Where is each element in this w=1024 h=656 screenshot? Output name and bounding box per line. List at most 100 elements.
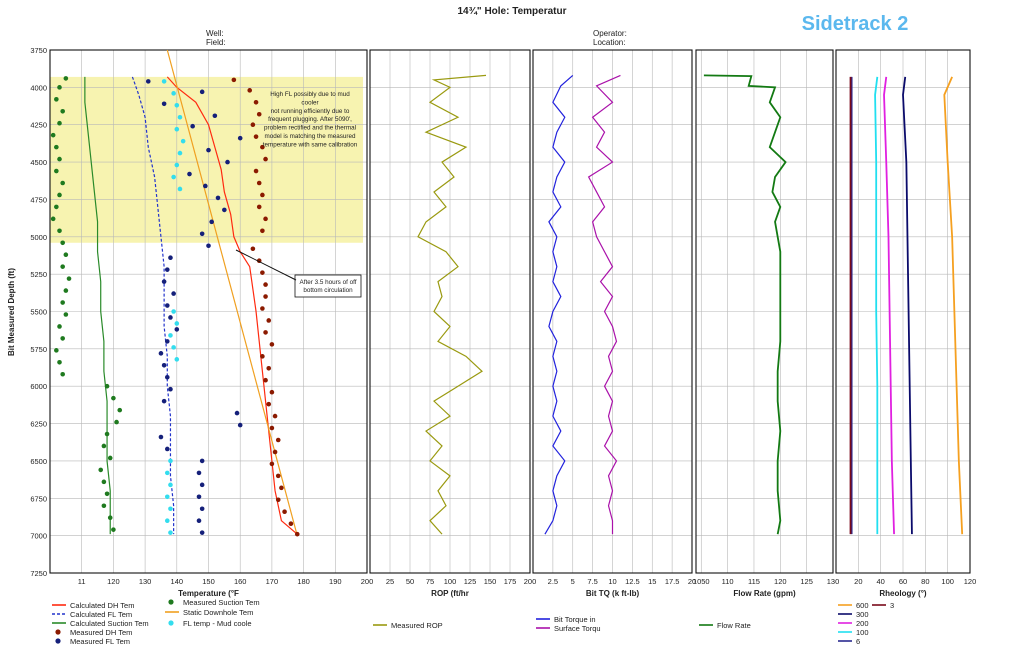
x-tick-label: 130 <box>139 577 152 586</box>
y-tick-label: 6000 <box>30 382 47 391</box>
data-point <box>145 79 151 84</box>
data-point <box>164 267 170 272</box>
y-tick-label: 5250 <box>30 270 47 279</box>
data-point <box>253 134 259 139</box>
data-point <box>177 186 183 192</box>
data-point <box>171 174 176 180</box>
data-point <box>269 461 275 467</box>
highlight-band <box>50 76 363 243</box>
x-tick-label: 25 <box>386 577 394 586</box>
data-point <box>104 491 110 497</box>
y-tick-label: 5500 <box>30 308 47 317</box>
data-point <box>161 79 167 84</box>
data-point <box>60 180 65 186</box>
data-point <box>107 455 113 461</box>
x-tick-label: 190 <box>329 577 342 586</box>
data-point <box>63 252 69 258</box>
data-point <box>54 97 59 102</box>
x-tick-label: 150 <box>202 577 215 586</box>
track-frame <box>835 49 971 574</box>
data-point <box>54 348 59 353</box>
data-point <box>164 339 170 344</box>
sidetrack-label: Sidetrack 2 <box>802 13 909 35</box>
data-point <box>256 204 262 210</box>
x-tick-label: 170 <box>266 577 279 586</box>
x-tick-label: 2.5 <box>548 577 558 586</box>
x-tick-label: 15 <box>648 577 656 586</box>
data-point <box>234 410 240 416</box>
y-tick-label: 6750 <box>30 494 47 503</box>
y-tick-label: 7250 <box>30 569 47 578</box>
data-point <box>250 122 256 128</box>
legend-label: Measured DH Tem <box>70 628 132 637</box>
legend-swatch <box>168 599 174 605</box>
x-tick-label: 140 <box>171 577 184 586</box>
series-line <box>417 74 487 535</box>
data-point <box>206 243 211 249</box>
data-point <box>168 315 173 320</box>
y-tick-label: 6500 <box>30 457 47 466</box>
data-point <box>174 162 180 168</box>
x-tick-label: 75 <box>426 577 434 586</box>
data-point <box>215 195 221 201</box>
field-label: Field: <box>206 38 226 47</box>
data-point <box>206 147 211 153</box>
data-point <box>247 88 253 93</box>
x-tick-label: 100 <box>941 577 954 586</box>
legend-label: Static Downhole Tem <box>183 608 253 617</box>
annotation-text: temperature with same calibration <box>263 141 358 148</box>
data-point <box>260 192 265 198</box>
series-line <box>544 74 574 535</box>
data-point <box>288 521 294 526</box>
data-point <box>54 144 59 150</box>
data-point <box>196 470 202 476</box>
annotation-text: High FL possibly due to mud <box>270 91 350 98</box>
legend-label: Measured FL Tem <box>70 637 130 646</box>
legend-label: 600 <box>856 601 869 610</box>
series-line <box>587 74 621 535</box>
y-tick-label: 3750 <box>30 46 47 55</box>
annotation-text: not running efficiently due to <box>271 108 350 115</box>
data-point <box>66 276 72 281</box>
well-label: Well: <box>206 29 224 38</box>
data-point <box>60 240 65 246</box>
series-line <box>166 49 298 536</box>
data-point <box>171 291 176 296</box>
x-tick-label: 40 <box>876 577 884 586</box>
series-line <box>84 76 111 535</box>
data-point <box>199 89 205 95</box>
x-tick-label: 130 <box>827 577 840 586</box>
annotation-text: After 3.5 hours of off <box>300 279 357 286</box>
location-label: Location: <box>593 38 625 47</box>
legend-label: Calculated FL Tem <box>70 610 132 619</box>
x-tick-label: 200 <box>361 577 374 586</box>
legend-label: 200 <box>856 619 869 628</box>
x-tick-label: 150 <box>484 577 497 586</box>
data-point <box>164 303 170 308</box>
data-point <box>260 354 265 359</box>
data-point <box>171 345 176 350</box>
data-point <box>168 333 173 338</box>
data-point <box>107 515 113 521</box>
data-point <box>177 114 183 120</box>
data-point <box>63 312 69 317</box>
data-point <box>282 509 287 515</box>
data-point <box>260 306 265 311</box>
data-point <box>164 374 170 380</box>
annotation-text: cooler <box>301 99 318 106</box>
data-point <box>272 449 278 455</box>
data-point <box>57 324 62 329</box>
data-point <box>263 377 268 383</box>
x-tick-label: 50 <box>406 577 414 586</box>
data-point <box>237 135 243 141</box>
annotation-text: bottom circulation <box>303 287 353 294</box>
data-point <box>256 111 262 117</box>
data-point <box>164 518 170 523</box>
data-point <box>60 300 65 305</box>
track-frame <box>49 49 368 574</box>
data-point <box>101 503 107 509</box>
data-point <box>54 204 59 210</box>
y-tick-label: 4500 <box>30 158 47 167</box>
